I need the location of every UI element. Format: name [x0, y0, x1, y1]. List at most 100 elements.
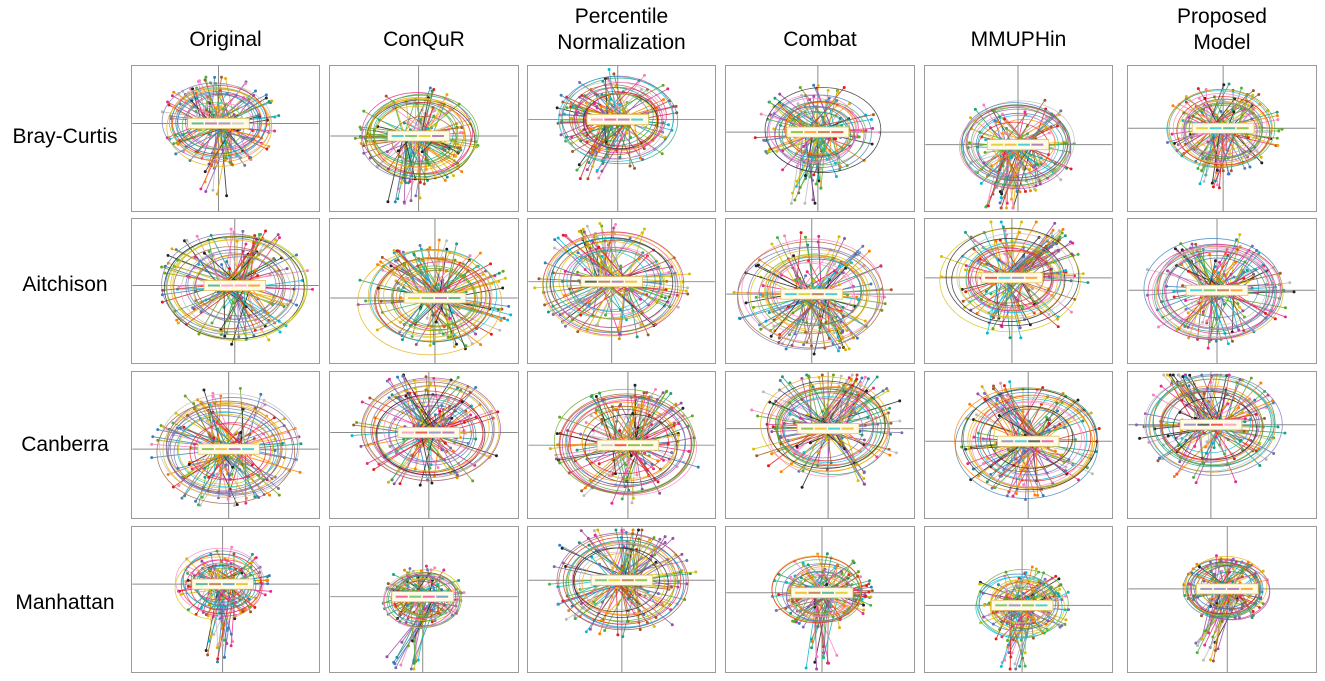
sample-point	[618, 429, 622, 433]
sample-point	[408, 179, 412, 183]
confidence-ellipse	[362, 379, 496, 479]
sample-point	[402, 200, 406, 204]
sample-point	[778, 379, 782, 382]
sample-point	[575, 448, 579, 452]
sample-point	[960, 287, 964, 291]
sample-point	[151, 435, 155, 439]
sample-point	[235, 430, 239, 434]
sample-point	[847, 347, 851, 351]
sample-point	[243, 163, 247, 167]
sample-ray	[376, 138, 403, 168]
sample-point	[1069, 310, 1073, 314]
sample-point	[446, 335, 450, 339]
sample-point	[180, 496, 184, 500]
sample-point	[379, 260, 383, 264]
sample-point	[1034, 220, 1038, 224]
sample-ray	[818, 236, 840, 297]
ordination-plot	[1128, 219, 1316, 363]
confidence-ellipse	[378, 257, 488, 338]
sample-point	[556, 236, 560, 240]
sample-point	[503, 276, 507, 280]
confidence-ellipse	[166, 238, 306, 341]
sample-ray	[625, 444, 640, 481]
sample-point	[738, 317, 742, 321]
sample-point	[1003, 131, 1007, 135]
sample-point	[1047, 313, 1051, 316]
sample-point	[237, 335, 241, 339]
sample-point	[775, 149, 779, 153]
sample-point	[1026, 132, 1030, 136]
sample-point	[278, 330, 282, 334]
sample-point	[555, 432, 559, 436]
confidence-ellipse	[558, 241, 665, 320]
sample-ray	[218, 448, 226, 498]
sample-ray	[553, 284, 616, 315]
sample-point	[820, 373, 824, 377]
sample-point	[664, 288, 668, 292]
sample-point	[207, 132, 211, 136]
sample-point	[1190, 301, 1194, 305]
sample-point	[578, 81, 582, 84]
sample-point	[833, 262, 837, 266]
sample-point	[1273, 317, 1277, 321]
sample-point	[577, 229, 581, 233]
confidence-ellipse	[372, 390, 484, 474]
confidence-ellipse	[566, 396, 686, 486]
sample-ray	[586, 281, 614, 330]
sample-point	[590, 150, 594, 154]
sample-ray	[591, 415, 634, 443]
sample-point	[610, 501, 614, 505]
sample-point	[468, 254, 472, 258]
sample-point	[305, 269, 309, 273]
confidence-ellipse	[951, 238, 1066, 323]
sample-ray	[612, 406, 621, 445]
sample-point	[220, 75, 224, 79]
sample-point	[645, 293, 649, 297]
sample-point	[984, 290, 988, 294]
sample-point	[855, 373, 859, 377]
sample-ray	[578, 231, 617, 280]
sample-point	[452, 345, 456, 349]
sample-point	[210, 321, 214, 325]
sample-point	[863, 319, 867, 323]
sample-point	[579, 313, 583, 317]
sample-point	[1245, 268, 1249, 272]
confidence-ellipse	[165, 237, 295, 333]
sample-point	[202, 251, 206, 255]
plot-panel-r3-c2	[329, 371, 519, 519]
sample-point	[230, 342, 234, 346]
sample-point	[537, 277, 541, 281]
sample-point	[1219, 109, 1223, 113]
sample-point	[218, 105, 222, 109]
row-header-1: Bray-Curtis	[12, 125, 118, 148]
sample-point	[1207, 340, 1211, 344]
sample-point	[836, 90, 840, 94]
sample-point	[754, 295, 758, 299]
sample-point	[553, 238, 557, 242]
confidence-ellipse	[389, 406, 465, 462]
confidence-ellipse	[162, 404, 287, 497]
sample-point	[203, 180, 207, 184]
sample-point	[660, 152, 664, 156]
sample-point	[425, 316, 429, 320]
sample-ray	[632, 447, 699, 468]
sample-point	[396, 375, 399, 379]
sample-ray	[1000, 143, 1022, 209]
sample-point	[821, 115, 825, 119]
sample-point	[178, 426, 182, 430]
sample-point	[817, 179, 821, 183]
plot-panel-r3-c4	[725, 371, 915, 519]
sample-point	[479, 343, 483, 347]
ordination-plot	[330, 219, 518, 363]
sample-ray	[414, 106, 417, 136]
confidence-ellipse	[737, 246, 878, 350]
sample-point	[1206, 140, 1210, 144]
sample-point	[1051, 228, 1055, 232]
sample-point	[1200, 169, 1204, 172]
sample-point	[238, 386, 242, 390]
confidence-ellipse	[583, 92, 662, 151]
sample-point	[204, 75, 208, 79]
sample-point	[430, 89, 434, 93]
confidence-ellipse	[1162, 250, 1271, 330]
sample-point	[1044, 115, 1048, 119]
